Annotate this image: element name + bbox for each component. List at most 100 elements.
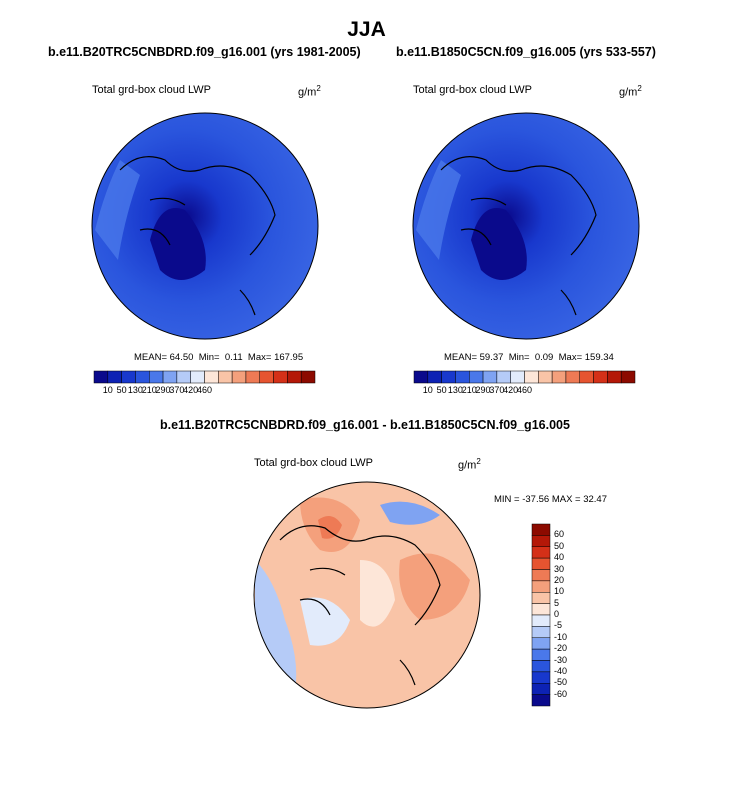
colorbar-2-tick-label: 290 xyxy=(475,385,491,395)
panel-2-high-lwp-patch xyxy=(416,160,461,260)
colorbar-2-swatch xyxy=(510,370,525,384)
colorbar-1-swatch xyxy=(93,370,109,384)
colorbar-1-swatch xyxy=(176,370,191,384)
panel-1-greenland-low xyxy=(150,208,206,280)
colorbar-2-swatch xyxy=(455,370,470,384)
diff-map xyxy=(254,482,480,708)
panel-1-coastline xyxy=(119,156,276,316)
colorbar-diff-swatch xyxy=(531,671,551,684)
colorbar-diff-tick-label: 5 xyxy=(554,597,560,608)
colorbar-2-swatch xyxy=(620,370,636,384)
colorbar-diff-tick-label: -40 xyxy=(554,665,568,676)
colorbar-2-tick-label: 50 xyxy=(436,385,447,395)
colorbar-diff-swatch xyxy=(531,626,551,638)
colorbar-1 xyxy=(93,370,316,384)
colorbar-2-tick-label: 10 xyxy=(422,385,433,395)
colorbar-1-tick-label: 370 xyxy=(169,385,185,395)
colorbar-1-swatch xyxy=(245,370,260,384)
colorbar-1-swatch xyxy=(231,370,247,384)
colorbar-diff-tick-label: 40 xyxy=(554,552,565,563)
colorbar-1-tick-label: 290 xyxy=(155,385,171,395)
colorbar-1-tick-label: 210 xyxy=(141,385,157,395)
panel-2-unit: g/m2 xyxy=(619,84,642,99)
colorbar-2-tick-label: 210 xyxy=(461,385,477,395)
diff-coastline xyxy=(279,525,441,686)
colorbar-diff-swatch xyxy=(531,637,551,650)
panel-1-map xyxy=(92,113,318,339)
colorbar-diff-swatch xyxy=(531,569,551,582)
page-title: JJA xyxy=(347,18,386,41)
colorbar-2-swatch xyxy=(593,370,608,384)
panel-2-greenland-low xyxy=(471,208,527,280)
diff-cool-patch-3 xyxy=(380,501,440,525)
colorbar-diff-tick-label: 60 xyxy=(554,529,565,540)
colorbar-diff-tick-label: 10 xyxy=(554,586,565,597)
colorbar-2-swatch xyxy=(413,370,429,384)
colorbar-1-swatch xyxy=(218,370,233,384)
diff-minmax: MIN = -37.56 MAX = 32.47 xyxy=(494,494,608,505)
colorbar-2-swatch xyxy=(551,370,567,384)
panel-2-coastline xyxy=(440,156,597,316)
colorbar-2-swatch xyxy=(524,370,539,384)
colorbar-diff-swatch xyxy=(531,660,551,673)
diff-warm-patch-2 xyxy=(399,553,470,620)
colorbar-1-swatch xyxy=(162,370,178,384)
colorbar-diff-tick-label: -20 xyxy=(554,643,568,654)
diff-unit: g/m2 xyxy=(458,457,481,472)
colorbar-diff-swatch xyxy=(531,614,551,627)
colorbar-diff-tick-label: 20 xyxy=(554,574,565,585)
colorbar-2-swatch xyxy=(565,370,580,384)
diff-strong-warm xyxy=(318,516,342,539)
colorbar-diff-tick-label: -5 xyxy=(554,620,563,631)
colorbar-1-tick-label: 460 xyxy=(196,385,213,395)
colorbar-1-tick-label: 130 xyxy=(127,385,143,395)
panel-2-border xyxy=(412,112,640,340)
colorbar-diff-swatch xyxy=(531,694,551,707)
panel-1-stats: MEAN= 64.50 Min= 0.11 Max= 167.95 xyxy=(134,352,304,363)
colorbar-diff-swatch xyxy=(531,557,551,570)
colorbar-2-swatch xyxy=(427,370,442,384)
colorbar-diff xyxy=(531,523,551,707)
panel-2-stats: MEAN= 59.37 Min= 0.09 Max= 159.34 xyxy=(444,352,614,363)
colorbar-diff-swatch xyxy=(531,546,551,559)
colorbar-diff-swatch xyxy=(531,683,551,695)
colorbar-diff-tick-label: -60 xyxy=(554,688,568,699)
colorbar-2-swatch xyxy=(538,370,553,384)
colorbar-1-swatch xyxy=(107,370,122,384)
colorbar-2-swatch xyxy=(469,370,484,384)
panel-2-title: b.e11.B1850C5CN.f09_g16.005 (yrs 533-557… xyxy=(396,45,656,59)
diff-cool-patch-2 xyxy=(300,597,350,646)
colorbar-diff-swatch xyxy=(531,592,551,604)
colorbar-2-swatch xyxy=(441,370,456,384)
colorbar-2-tick-label: 370 xyxy=(489,385,505,395)
colorbar-2-tick-label: 460 xyxy=(516,385,533,395)
colorbar-1-tick-label: 420 xyxy=(183,385,199,395)
diff-neutral-patch xyxy=(360,560,395,627)
panel-2-map xyxy=(413,113,639,339)
colorbar-2 xyxy=(413,370,636,384)
panel-1-unit: g/m2 xyxy=(298,84,321,99)
colorbar-1-swatch xyxy=(135,370,150,384)
colorbar-diff-tick-label: 50 xyxy=(554,540,565,551)
colorbar-2-swatch xyxy=(482,370,498,384)
colorbar-1-swatch xyxy=(273,370,288,384)
colorbar-2-tick-label: 130 xyxy=(447,385,463,395)
colorbar-diff-tick-label: 30 xyxy=(554,563,565,574)
panel-2-variable-label: Total grd-box cloud LWP xyxy=(413,84,533,96)
colorbar-diff-tick-label: -50 xyxy=(554,677,568,688)
colorbar-diff-swatch xyxy=(531,603,551,616)
colorbar-diff-swatch xyxy=(531,648,551,661)
colorbar-2-swatch xyxy=(579,370,594,384)
panel-1-high-lwp-patch xyxy=(95,160,140,260)
colorbar-diff-tick-label: -10 xyxy=(554,631,568,642)
colorbar-2-swatch xyxy=(496,370,511,384)
diff-border xyxy=(253,481,481,709)
colorbar-1-tick-label: 10 xyxy=(102,385,113,395)
colorbar-diff-tick-label: -30 xyxy=(554,654,568,665)
colorbar-diff-swatch xyxy=(531,580,551,593)
colorbar-1-swatch xyxy=(300,370,316,384)
colorbar-2-swatch xyxy=(607,370,622,384)
colorbar-diff-swatch xyxy=(531,535,551,547)
diff-panel-title: b.e11.B20TRC5CNBDRD.f09_g16.001 - b.e11.… xyxy=(160,418,570,432)
